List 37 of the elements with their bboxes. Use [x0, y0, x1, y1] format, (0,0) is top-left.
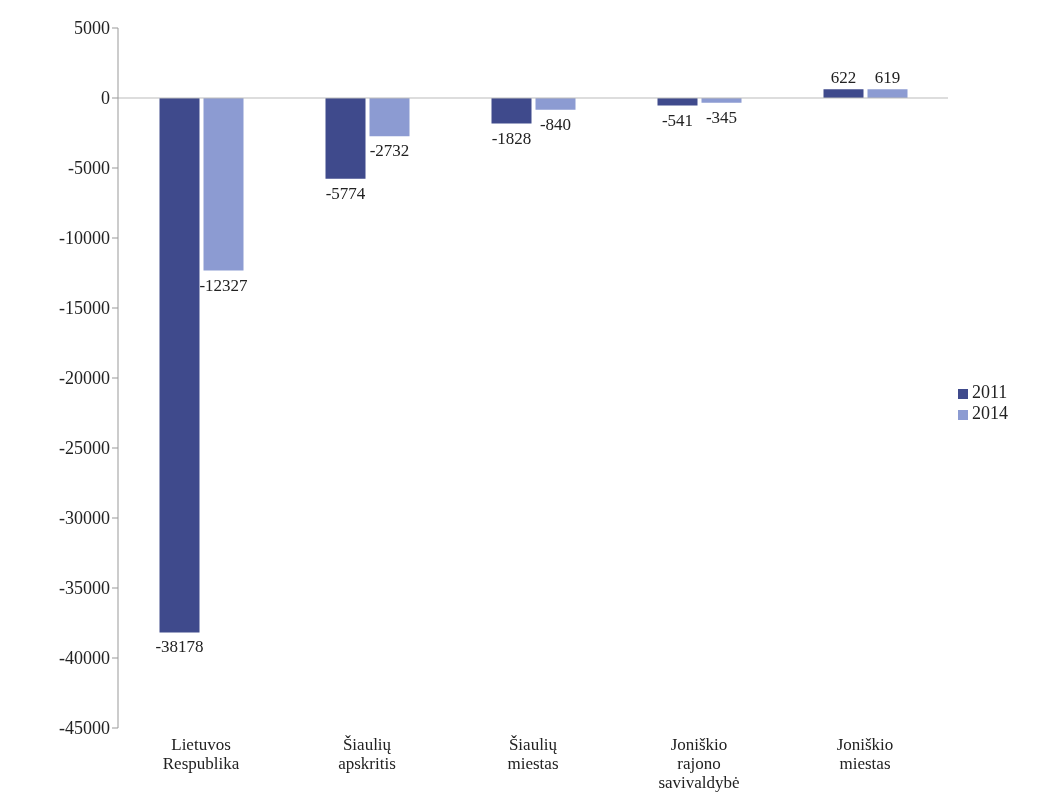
data-label: 619 — [874, 68, 901, 88]
y-tick-label: -45000 — [59, 718, 110, 739]
x-tick-label: Joniškio rajono savivaldybė — [658, 735, 740, 792]
data-label: -345 — [705, 107, 738, 127]
legend-label: 2011 — [972, 382, 1008, 402]
data-label: -541 — [661, 110, 694, 130]
data-label: -1828 — [491, 128, 532, 148]
y-tick-label: 5000 — [74, 18, 110, 39]
data-label: -5774 — [325, 183, 366, 203]
data-label: -38178 — [155, 637, 204, 657]
bar — [657, 98, 698, 106]
bar — [369, 98, 410, 137]
data-label: 622 — [830, 68, 857, 88]
data-label: -2732 — [369, 141, 410, 161]
data-label: -12327 — [199, 275, 249, 295]
x-tick-label: Lietuvos Respublika — [162, 735, 240, 773]
bar — [823, 89, 864, 98]
y-tick-label: -10000 — [59, 228, 110, 249]
y-tick-label: -5000 — [68, 158, 110, 179]
bar — [159, 98, 200, 633]
y-tick-label: -30000 — [59, 508, 110, 529]
y-tick-label: 0 — [101, 88, 110, 109]
y-tick-label: -20000 — [59, 368, 110, 389]
bar — [203, 98, 244, 271]
y-tick-label: -15000 — [59, 298, 110, 319]
y-tick-label: -40000 — [59, 648, 110, 669]
bar — [325, 98, 366, 179]
bar — [491, 98, 532, 124]
x-tick-label: Šiaulių miestas — [507, 735, 559, 773]
x-tick-label: Joniškio miestas — [836, 735, 894, 773]
bar — [535, 98, 576, 110]
y-tick-label: -25000 — [59, 438, 110, 459]
y-tick-label: -35000 — [59, 578, 110, 599]
x-tick-label: Šiaulių apskritis — [338, 735, 396, 773]
bar — [867, 89, 908, 98]
legend-label: 2014 — [972, 403, 1008, 423]
data-label: -840 — [539, 114, 572, 134]
